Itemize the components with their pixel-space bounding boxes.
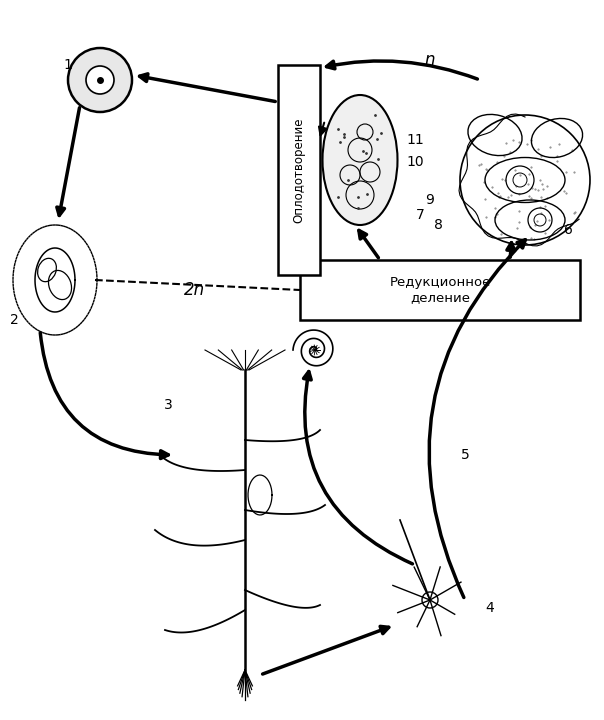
- Ellipse shape: [323, 95, 397, 225]
- FancyArrowPatch shape: [327, 61, 477, 79]
- Text: Редукционное
деление: Редукционное деление: [390, 276, 490, 304]
- Text: 2n: 2n: [184, 281, 205, 299]
- Text: 6: 6: [564, 223, 573, 237]
- Text: 5: 5: [461, 448, 469, 462]
- FancyArrowPatch shape: [304, 372, 413, 564]
- Text: 11: 11: [406, 133, 424, 147]
- FancyArrowPatch shape: [57, 108, 80, 215]
- Text: 10: 10: [406, 155, 424, 169]
- FancyArrowPatch shape: [507, 243, 515, 257]
- FancyArrowPatch shape: [429, 240, 525, 598]
- Text: 1: 1: [63, 58, 72, 72]
- FancyArrowPatch shape: [263, 626, 389, 674]
- Text: Оплодотворение: Оплодотворение: [292, 117, 306, 222]
- Circle shape: [68, 48, 132, 112]
- Circle shape: [86, 66, 114, 94]
- Text: 2: 2: [10, 313, 18, 327]
- FancyArrowPatch shape: [359, 230, 378, 258]
- Text: 4: 4: [486, 601, 495, 615]
- Text: 3: 3: [164, 398, 172, 412]
- FancyArrowPatch shape: [140, 74, 275, 102]
- FancyBboxPatch shape: [300, 260, 580, 320]
- Text: 8: 8: [434, 218, 443, 232]
- FancyArrowPatch shape: [319, 122, 326, 135]
- Text: n: n: [425, 51, 435, 69]
- FancyArrowPatch shape: [40, 333, 169, 459]
- FancyBboxPatch shape: [278, 65, 320, 275]
- Text: 9: 9: [426, 193, 434, 207]
- Text: 7: 7: [416, 208, 425, 222]
